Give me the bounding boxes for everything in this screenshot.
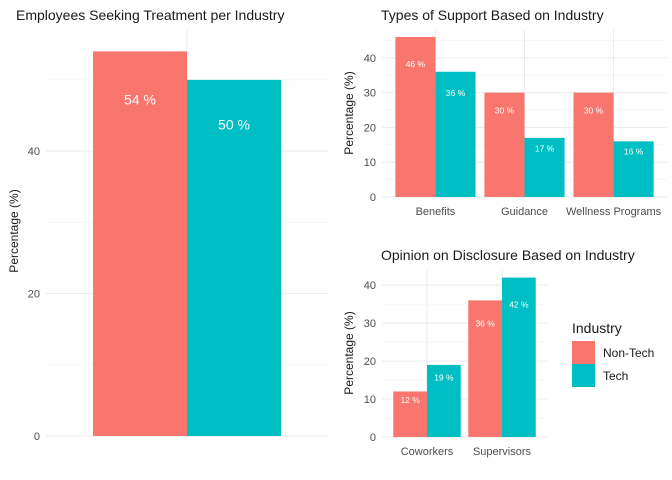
y-tick-label: 0 (370, 432, 376, 444)
data-label-tech: 19 % (434, 373, 454, 383)
y-tick-label: 20 (364, 122, 376, 134)
panel-disclosure: Opinion on Disclosure Based on Industry … (342, 247, 635, 458)
legend-title: Industry (572, 320, 622, 336)
panel-treatment-title: Employees Seeking Treatment per Industry (16, 7, 284, 23)
data-label-tech: 16 % (624, 146, 644, 156)
bar-non-tech (484, 92, 525, 197)
bar-tech (427, 364, 461, 437)
legend-label-tech: Tech (603, 369, 628, 383)
y-tick-label: 40 (364, 280, 376, 292)
x-tick-label: Wellness Programs (566, 206, 662, 218)
bar-non-tech (93, 51, 187, 437)
panel-support: Types of Support Based on Industry Perce… (342, 7, 667, 218)
data-label-non-tech: 54 % (124, 92, 156, 108)
data-label-non-tech: 36 % (475, 318, 495, 328)
panel-disclosure-title: Opinion on Disclosure Based on Industry (381, 247, 635, 263)
x-tick-label: Benefits (416, 206, 456, 218)
bar-tech (187, 79, 281, 436)
y-tick-label: 40 (28, 146, 40, 158)
panel-disclosure-y-ticks: 0 10 20 30 40 (364, 280, 376, 444)
panel-treatment-y-ticks: 0 20 40 (28, 146, 40, 443)
panel-treatment-ylabel: Percentage (%) (7, 189, 21, 272)
panel-treatment: Employees Seeking Treatment per Industry… (7, 7, 328, 443)
panel-treatment-bars (93, 51, 281, 437)
y-tick-label: 20 (364, 356, 376, 368)
y-tick-label: 0 (34, 431, 40, 443)
data-label-non-tech: 30 % (584, 106, 604, 116)
bar-tech (524, 137, 565, 197)
x-tick-label: Guidance (501, 206, 548, 218)
panel-disclosure-ylabel: Percentage (%) (342, 311, 356, 394)
bar-non-tech (573, 92, 614, 197)
legend-swatch-tech (572, 364, 595, 387)
bar-non-tech (468, 300, 502, 437)
legend-label-non-tech: Non-Tech (603, 346, 654, 360)
y-tick-label: 0 (370, 192, 376, 204)
data-label-non-tech: 12 % (400, 395, 420, 405)
x-tick-label: Coworkers (401, 446, 454, 458)
data-label-tech: 17 % (535, 144, 555, 154)
y-tick-label: 30 (364, 88, 376, 100)
bar-tech (502, 277, 536, 437)
data-label-non-tech: 30 % (495, 106, 515, 116)
panel-support-x-ticks: Benefits Guidance Wellness Programs (416, 206, 662, 218)
bar-non-tech (395, 36, 436, 198)
data-label-tech: 36 % (446, 88, 466, 98)
bar-tech (435, 71, 476, 197)
panel-disclosure-x-ticks: Coworkers Supervisors (401, 446, 532, 458)
legend-swatch-non-tech (572, 341, 595, 364)
data-label-tech: 50 % (218, 117, 250, 133)
x-tick-label: Supervisors (473, 446, 532, 458)
panel-treatment-data-labels: 54 % 50 % (124, 92, 250, 133)
y-tick-label: 10 (364, 394, 376, 406)
panel-disclosure-bars (393, 277, 536, 437)
y-tick-label: 40 (364, 53, 376, 65)
y-tick-label: 10 (364, 157, 376, 169)
panel-support-title: Types of Support Based on Industry (381, 7, 604, 23)
bar-non-tech (393, 391, 427, 437)
data-label-tech: 42 % (509, 299, 529, 309)
panel-support-y-ticks: 0 10 20 30 40 (364, 53, 376, 204)
y-tick-label: 20 (28, 289, 40, 301)
bar-tech (613, 141, 654, 197)
panel-support-ylabel: Percentage (%) (342, 71, 356, 154)
panel-support-data-labels: 46 % 36 % 30 % 17 % 30 % 16 % (406, 59, 644, 157)
y-tick-label: 30 (364, 318, 376, 330)
legend: Industry Non-Tech Tech (572, 320, 654, 387)
panel-support-bars (395, 36, 654, 198)
panel-disclosure-data-labels: 12 % 19 % 36 % 42 % (400, 299, 529, 405)
data-label-non-tech: 46 % (406, 59, 426, 69)
